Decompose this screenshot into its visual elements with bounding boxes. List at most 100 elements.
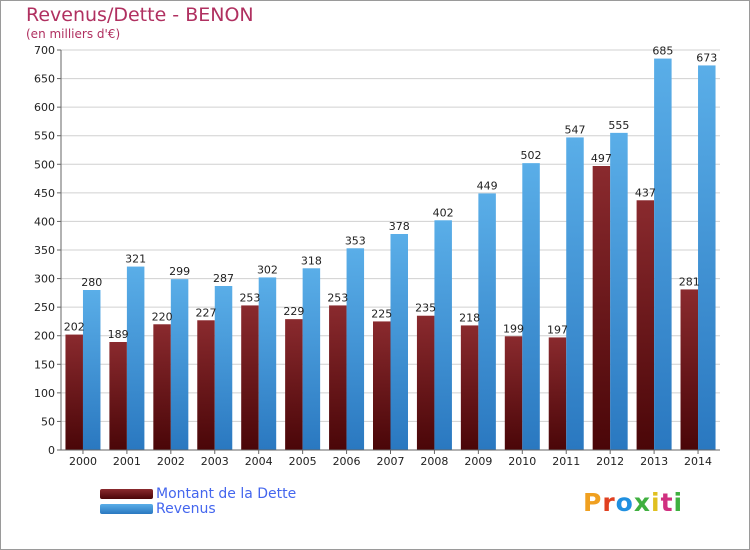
value-label-revenus: 302 bbox=[257, 263, 278, 276]
bar-revenus bbox=[610, 132, 628, 450]
bar-dette bbox=[592, 166, 611, 450]
logo-letter: x bbox=[633, 488, 651, 517]
value-label-revenus: 673 bbox=[696, 51, 717, 64]
y-tick-label: 500 bbox=[34, 158, 55, 171]
logo-letter: o bbox=[615, 488, 634, 517]
y-tick-label: 700 bbox=[34, 44, 55, 57]
y-tick-label: 600 bbox=[34, 101, 55, 114]
chart-subtitle: (en milliers d'€) bbox=[26, 27, 121, 41]
x-tick-label: 2002 bbox=[157, 455, 185, 468]
value-label-dette: 220 bbox=[152, 310, 173, 323]
y-tick-label: 200 bbox=[34, 330, 55, 343]
value-label-revenus: 555 bbox=[608, 119, 629, 132]
value-label-dette: 253 bbox=[327, 291, 348, 304]
chart-title: Revenus/Dette - BENON bbox=[26, 4, 254, 26]
legend-swatch-dette bbox=[100, 489, 153, 499]
value-label-revenus: 321 bbox=[125, 253, 146, 266]
bar-dette bbox=[460, 325, 479, 450]
value-label-dette: 189 bbox=[108, 328, 129, 341]
y-tick-label: 350 bbox=[34, 244, 55, 257]
bar-dette bbox=[241, 305, 259, 450]
x-tick-label: 2011 bbox=[552, 455, 580, 468]
x-tick-label: 2009 bbox=[464, 455, 492, 468]
bar-revenus bbox=[698, 65, 716, 450]
logo-letter: t bbox=[660, 488, 674, 517]
bar-revenus bbox=[654, 58, 672, 450]
value-label-dette: 225 bbox=[371, 307, 392, 320]
bar-dette bbox=[416, 315, 435, 450]
proxiti-logo: Proxiti bbox=[583, 488, 683, 517]
value-label-dette: 253 bbox=[239, 291, 260, 304]
bar-dette bbox=[548, 337, 567, 450]
value-label-revenus: 502 bbox=[521, 149, 542, 162]
bar-dette bbox=[504, 336, 523, 450]
value-label-revenus: 299 bbox=[169, 265, 190, 278]
logo-letter: i bbox=[651, 488, 661, 517]
legend-label-dette: Montant de la Dette bbox=[156, 486, 297, 502]
bar-dette bbox=[153, 324, 171, 450]
value-label-dette: 235 bbox=[415, 302, 436, 315]
bar-revenus bbox=[170, 279, 189, 450]
y-tick-label: 300 bbox=[34, 273, 55, 286]
bar-dette bbox=[373, 321, 391, 450]
value-label-revenus: 287 bbox=[213, 272, 234, 285]
bar-dette bbox=[65, 334, 83, 450]
bar-dette bbox=[109, 342, 127, 450]
x-tick-label: 2004 bbox=[245, 455, 273, 468]
y-tick-label: 650 bbox=[34, 73, 55, 86]
y-tick-label: 150 bbox=[34, 358, 55, 371]
value-label-revenus: 685 bbox=[652, 45, 673, 58]
bar-revenus bbox=[390, 234, 408, 450]
y-tick-label: 450 bbox=[34, 187, 55, 200]
value-label-revenus: 378 bbox=[389, 220, 410, 233]
bar-revenus bbox=[214, 286, 233, 450]
bar-revenus bbox=[478, 193, 496, 450]
value-label-dette: 437 bbox=[635, 186, 656, 199]
logo-letter: r bbox=[602, 488, 616, 517]
x-tick-label: 2005 bbox=[289, 455, 317, 468]
value-label-dette: 227 bbox=[196, 306, 217, 319]
logo-letter: i bbox=[673, 488, 684, 517]
bar-dette bbox=[285, 319, 303, 450]
y-tick-label: 50 bbox=[41, 415, 55, 428]
logo-letter: P bbox=[583, 488, 603, 517]
value-label-dette: 281 bbox=[679, 275, 700, 288]
x-tick-label: 2013 bbox=[640, 455, 668, 468]
bar-revenus bbox=[258, 277, 277, 450]
x-tick-label: 2006 bbox=[333, 455, 361, 468]
legend-swatch-revenus bbox=[100, 504, 153, 514]
value-label-dette: 202 bbox=[64, 321, 85, 334]
value-label-dette: 229 bbox=[283, 305, 304, 318]
legend-label-revenus: Revenus bbox=[156, 501, 216, 517]
bar-revenus bbox=[126, 266, 145, 450]
bar-revenus bbox=[434, 220, 452, 450]
value-label-dette: 197 bbox=[547, 323, 568, 336]
x-tick-label: 2003 bbox=[201, 455, 229, 468]
value-label-revenus: 402 bbox=[433, 206, 454, 219]
y-tick-label: 400 bbox=[34, 215, 55, 228]
x-tick-label: 2008 bbox=[420, 455, 448, 468]
x-tick-label: 2001 bbox=[113, 455, 141, 468]
bar-dette bbox=[680, 289, 699, 450]
x-tick-label: 2007 bbox=[377, 455, 405, 468]
x-tick-label: 2010 bbox=[508, 455, 536, 468]
bar-revenus bbox=[346, 248, 365, 450]
x-tick-label: 2012 bbox=[596, 455, 624, 468]
x-tick-label: 2014 bbox=[684, 455, 712, 468]
value-label-revenus: 449 bbox=[477, 179, 498, 192]
value-label-revenus: 280 bbox=[81, 276, 102, 289]
y-tick-label: 100 bbox=[34, 387, 55, 400]
bar-dette bbox=[636, 200, 655, 450]
value-label-dette: 497 bbox=[591, 152, 612, 165]
bar-dette bbox=[329, 305, 347, 450]
bar-revenus bbox=[522, 163, 540, 450]
value-label-dette: 218 bbox=[459, 311, 480, 324]
bar-revenus bbox=[566, 137, 584, 450]
y-tick-label: 550 bbox=[34, 130, 55, 143]
value-label-revenus: 353 bbox=[345, 234, 366, 247]
bar-dette bbox=[197, 320, 215, 450]
bar-revenus bbox=[302, 268, 321, 450]
x-tick-label: 2000 bbox=[69, 455, 97, 468]
y-tick-label: 0 bbox=[48, 444, 55, 457]
